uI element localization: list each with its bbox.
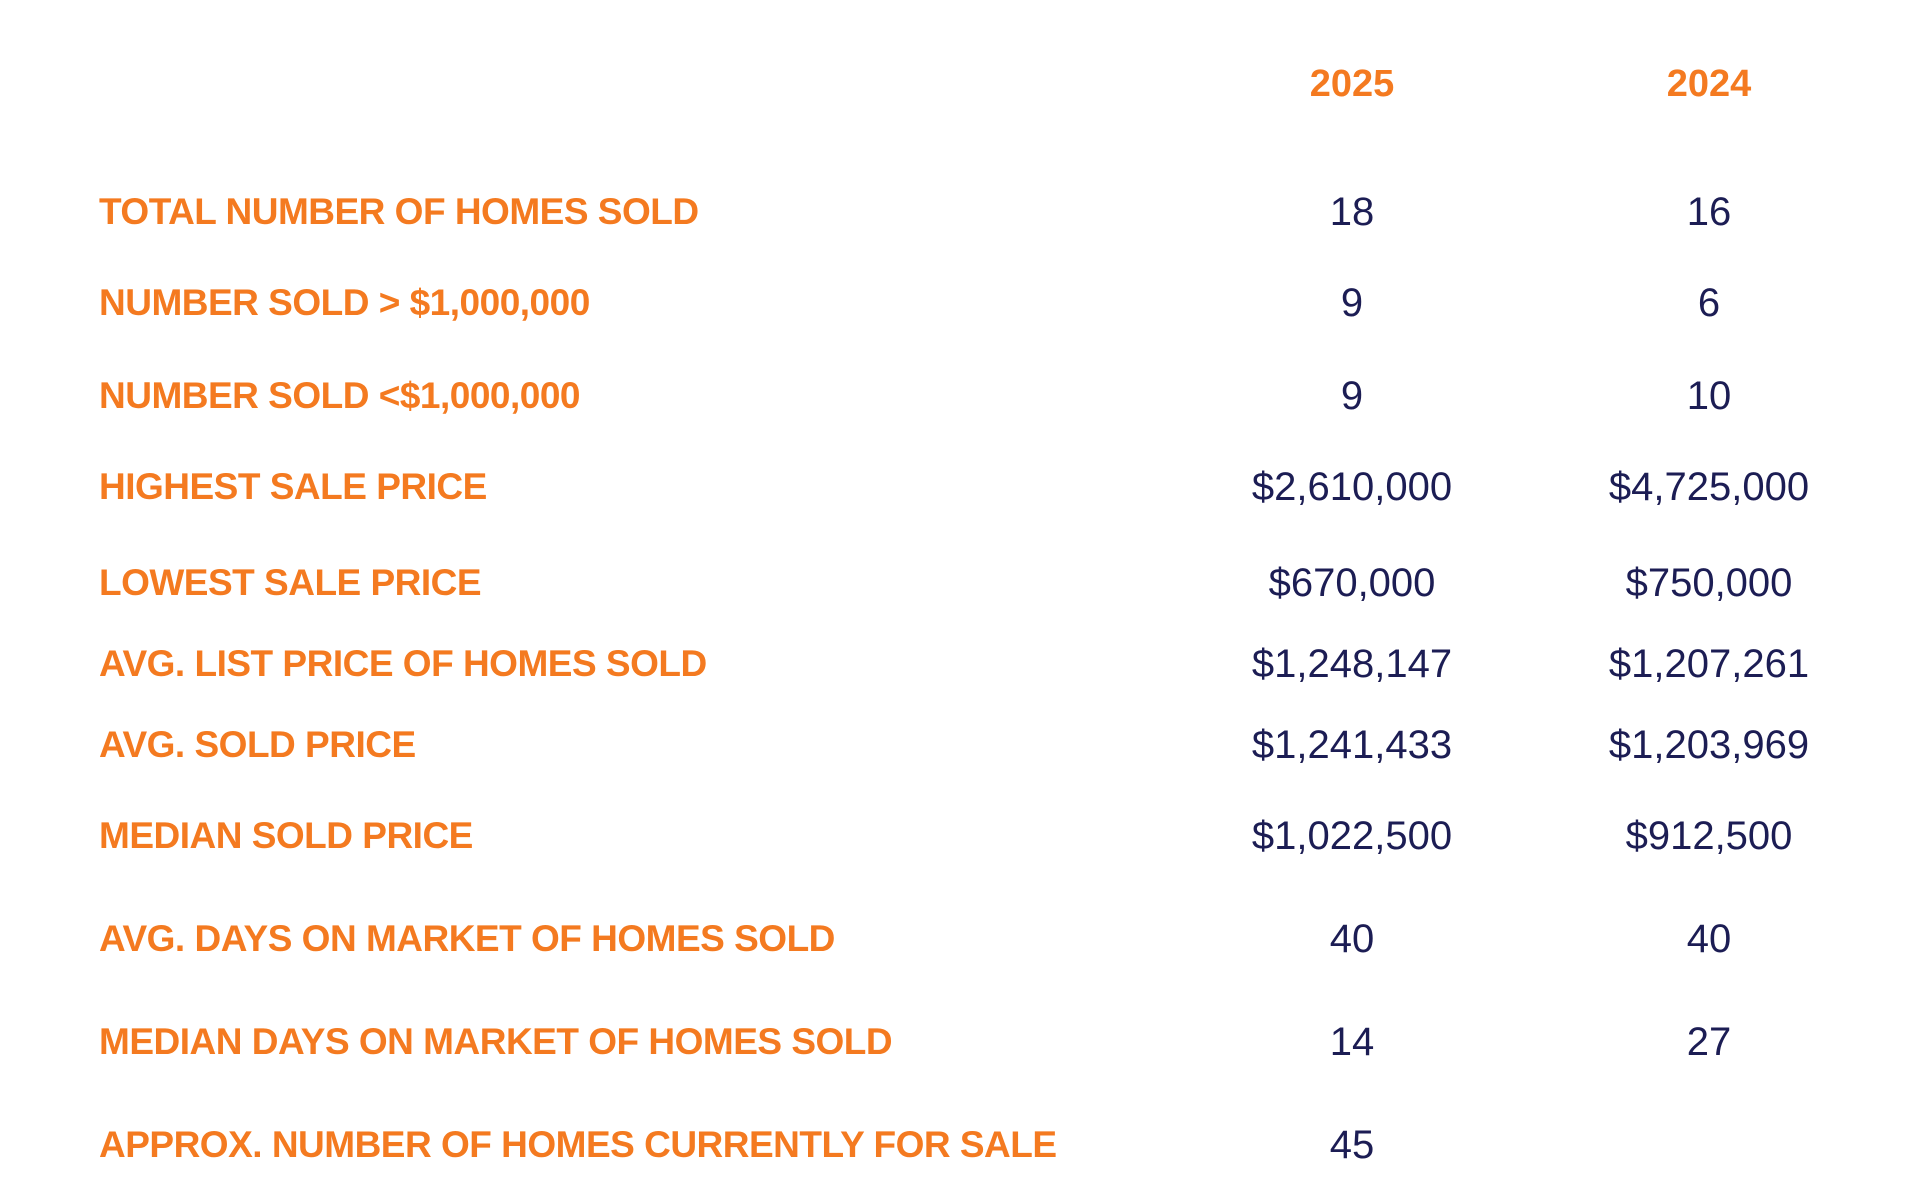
row-label: AVG. LIST PRICE OF HOMES SOLD — [99, 643, 707, 684]
value-2024: 6 — [1697, 281, 1721, 325]
row-label: AVG. DAYS ON MARKET OF HOMES SOLD — [99, 918, 835, 959]
value-2025: 45 — [1329, 1123, 1375, 1167]
row-label: LOWEST SALE PRICE — [99, 562, 482, 603]
row-label: HIGHEST SALE PRICE — [99, 466, 487, 507]
table-row-homes-currently-for-sale: APPROX. NUMBER OF HOMES CURRENTLY FOR SA… — [0, 1121, 1920, 1169]
row-label: TOTAL NUMBER OF HOMES SOLD — [99, 191, 699, 232]
row-label: MEDIAN DAYS ON MARKET OF HOMES SOLD — [99, 1021, 893, 1062]
column-header-2025: 2025 — [1309, 63, 1395, 105]
table-row-median-days-on-market: MEDIAN DAYS ON MARKET OF HOMES SOLD 14 2… — [0, 1018, 1920, 1066]
value-2025: 9 — [1340, 374, 1364, 418]
value-2024: $1,207,261 — [1608, 642, 1810, 686]
value-2024: $4,725,000 — [1608, 465, 1810, 509]
row-label: APPROX. NUMBER OF HOMES CURRENTLY FOR SA… — [99, 1124, 1057, 1165]
value-2025: 9 — [1340, 281, 1364, 325]
value-2025: $1,248,147 — [1251, 642, 1453, 686]
table-row-median-sold-price: MEDIAN SOLD PRICE $1,022,500 $912,500 — [0, 812, 1920, 860]
value-2024: 10 — [1686, 374, 1732, 418]
value-2024: 16 — [1686, 190, 1732, 234]
value-2024: $1,203,969 — [1608, 723, 1810, 767]
table-row-avg-days-on-market: AVG. DAYS ON MARKET OF HOMES SOLD 40 40 — [0, 915, 1920, 963]
row-label: NUMBER SOLD <$1,000,000 — [99, 375, 581, 416]
value-2025: $2,610,000 — [1251, 465, 1453, 509]
table-row-highest-sale-price: HIGHEST SALE PRICE $2,610,000 $4,725,000 — [0, 463, 1920, 511]
table-row-total-homes-sold: TOTAL NUMBER OF HOMES SOLD 18 16 — [0, 188, 1920, 236]
value-2025: 14 — [1329, 1020, 1375, 1064]
table-row-sold-over-1m: NUMBER SOLD > $1,000,000 9 6 — [0, 279, 1920, 327]
value-2025: 18 — [1329, 190, 1375, 234]
value-2024: 27 — [1686, 1020, 1732, 1064]
table-row-avg-sold-price: AVG. SOLD PRICE $1,241,433 $1,203,969 — [0, 721, 1920, 769]
value-2025: $670,000 — [1268, 561, 1436, 605]
row-label: MEDIAN SOLD PRICE — [99, 815, 473, 856]
value-2024: $912,500 — [1625, 814, 1793, 858]
value-2024: 40 — [1686, 917, 1732, 961]
value-2024: $750,000 — [1625, 561, 1793, 605]
row-label: AVG. SOLD PRICE — [99, 724, 416, 765]
table-row-sold-under-1m: NUMBER SOLD <$1,000,000 9 10 — [0, 372, 1920, 420]
row-label: NUMBER SOLD > $1,000,000 — [99, 282, 590, 323]
column-header-2024: 2024 — [1666, 63, 1752, 105]
value-2025: $1,241,433 — [1251, 723, 1453, 767]
table-row-avg-list-price: AVG. LIST PRICE OF HOMES SOLD $1,248,147… — [0, 640, 1920, 688]
value-2025: 40 — [1329, 917, 1375, 961]
table-row-lowest-sale-price: LOWEST SALE PRICE $670,000 $750,000 — [0, 559, 1920, 607]
value-2025: $1,022,500 — [1251, 814, 1453, 858]
